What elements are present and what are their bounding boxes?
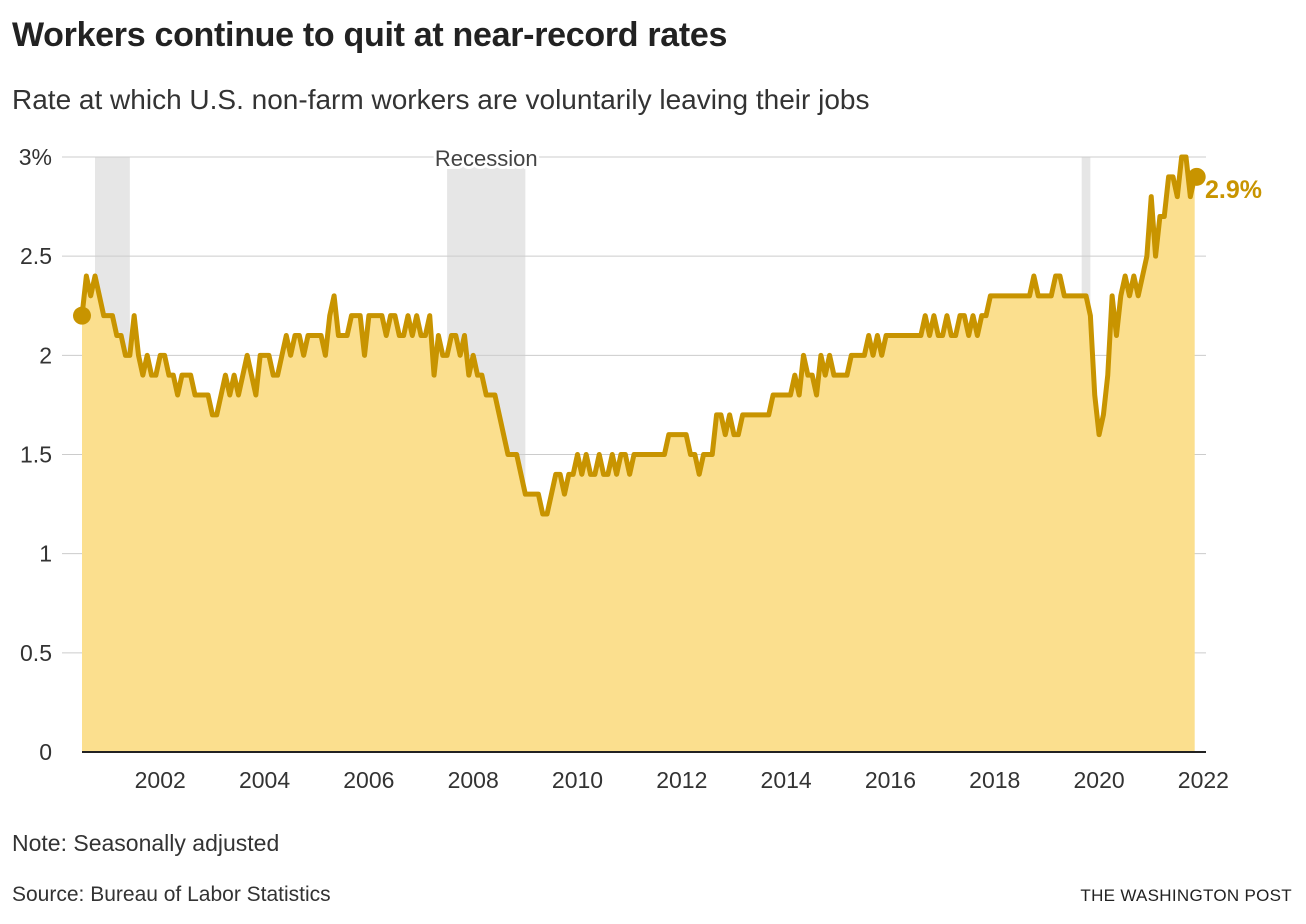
- quit-rate-line: [79, 154, 1198, 517]
- x-tick-label: 2006: [343, 767, 394, 793]
- x-tick-label: 2020: [1073, 767, 1124, 793]
- publisher-brand: THE WASHINGTON POST: [1080, 886, 1292, 905]
- x-tick-label: 2014: [761, 767, 812, 793]
- x-tick-label: 2002: [135, 767, 186, 793]
- y-tick-label: 0: [39, 739, 52, 765]
- chart-subtitle: Rate at which U.S. non-farm workers are …: [12, 84, 870, 115]
- x-tick-label: 2012: [656, 767, 707, 793]
- x-tick-label: 2008: [448, 767, 499, 793]
- end-point: [1187, 167, 1206, 186]
- x-tick-label: 2010: [552, 767, 603, 793]
- end-value-label: 2.9%: [1205, 176, 1262, 204]
- x-tick-label: 2016: [865, 767, 916, 793]
- x-tick-label: 2018: [969, 767, 1020, 793]
- y-tick-label: 1: [39, 541, 52, 567]
- y-tick-label: 1.5: [20, 442, 52, 468]
- y-tick-label: 0.5: [20, 640, 52, 666]
- chart-labels: Recession 2.9%: [432, 143, 1262, 204]
- x-tick-label: 2022: [1178, 767, 1229, 793]
- chart-source: Source: Bureau of Labor Statistics: [12, 883, 331, 906]
- y-tick-label: 2: [39, 342, 52, 368]
- y-tick-label: 2.5: [20, 243, 52, 269]
- chart-note: Note: Seasonally adjusted: [12, 830, 280, 856]
- line-layer: [73, 154, 1206, 517]
- start-point: [73, 306, 91, 325]
- y-tick-label: 3%: [19, 144, 52, 170]
- x-tick-label: 2004: [239, 767, 290, 793]
- recession-label: Recession: [435, 146, 538, 171]
- chart-title: Workers continue to quit at near-record …: [12, 16, 728, 54]
- axes: 0 0.5 1 1.5 2 2.5 3% 2002 2004 2006 2008 2010 2012 20…: [19, 144, 1229, 793]
